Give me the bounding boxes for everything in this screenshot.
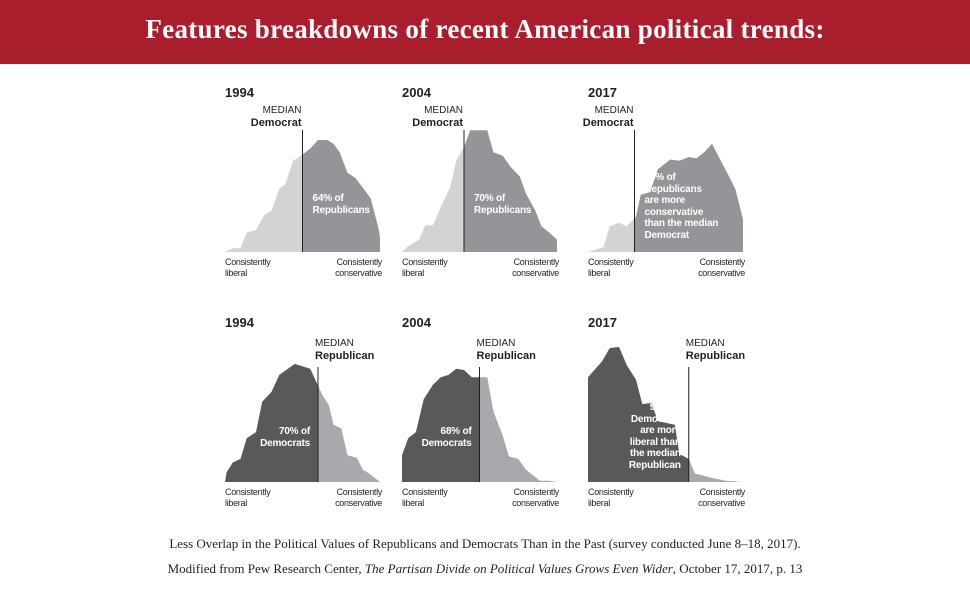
area-left-of-median [588,346,689,482]
axis-label-liberal: Consistently liberal [225,487,271,508]
median-party: Democrat [412,117,463,129]
area-right-of-median [479,377,557,482]
source-citation: Modified from Pew Research Center, The P… [0,561,970,577]
source-suffix: , October 17, 2017, p. 13 [672,561,803,576]
caption: Less Overlap in the Political Values of … [169,536,801,551]
area-right-of-median [302,140,380,252]
page-title: Features breakdowns of recent American p… [145,14,825,44]
area-left-of-median [402,368,480,482]
distribution-chart [225,130,380,252]
distribution-chart [588,346,743,482]
percentage-annotation: 70% of Democrats [260,426,310,449]
axis-label-conservative: Consistently conservative [335,487,382,508]
median-label-top: MEDIAN [476,338,516,349]
distribution-chart [588,130,743,252]
axis-label-liberal: Consistently liberal [588,487,634,508]
axis-label-liberal: Consistently liberal [402,257,448,278]
percentage-annotation: 68% of Democrats [421,426,472,449]
area-right-of-median [688,458,743,482]
median-label: MEDIAN Democrat [583,105,634,129]
chart-panel-republicans-2017: 2017 MEDIAN Democrat Consistently libera… [583,85,746,285]
area-left-of-median [588,218,635,252]
axis-label-conservative: Consistently conservative [335,257,382,278]
area-left-of-median [225,363,318,482]
source-title: The Partisan Divide on Political Values … [364,561,673,576]
chart-panel-republicans-2004: 2004 MEDIAN Democrat Consistently libera… [402,85,559,285]
axis-label-conservative: Consistently conservative [512,257,559,278]
year-label: 1994 [225,315,254,330]
chart-panel-democrats-1994: 1994 MEDIAN Republican Consistently libe… [225,315,382,515]
percentage-annotation: 97% of Democrats are more liberal than t… [628,402,681,471]
median-party: Republican [315,350,375,362]
axis-label-conservative: Consistently conservative [698,257,745,278]
median-label-top: MEDIAN [262,105,302,116]
axis-label-conservative: Consistently conservative [698,487,745,508]
median-label: MEDIAN Democrat [251,105,302,129]
year-label: 2004 [402,85,431,100]
source-prefix: Modified from Pew Research Center, [167,561,365,576]
axis-label-liberal: Consistently liberal [402,487,448,508]
median-label: MEDIAN Democrat [412,105,463,129]
median-label: MEDIAN Republican [686,338,745,362]
area-right-of-median [634,143,743,252]
percentage-annotation: 64% of Republicans [312,193,370,216]
area-right-of-median [318,385,380,482]
median-label-top: MEDIAN [424,105,463,116]
distribution-chart [225,363,380,482]
axis-label-liberal: Consistently liberal [588,257,634,278]
percentage-annotation: 70% of Republicans [474,193,532,216]
axis-label-conservative: Consistently conservative [512,487,559,508]
median-party: Republican [476,350,536,362]
chart-panel-democrats-2017: 2017 MEDIAN Republican Consistently libe… [588,315,745,515]
year-label: 2017 [588,315,617,330]
axis-label-liberal: Consistently liberal [225,257,271,278]
median-label-top: MEDIAN [594,105,634,116]
chart-panel-republicans-1994: 1994 MEDIAN Democrat Consistently libera… [225,85,382,285]
year-label: 2004 [402,315,431,330]
percentage-annotation: 95% of Republicans are more conservative… [644,172,719,241]
median-label: MEDIAN Republican [315,338,374,362]
median-party: Democrat [582,117,634,129]
header-banner: Features breakdowns of recent American p… [0,0,970,64]
area-left-of-median [225,154,303,252]
median-label-top: MEDIAN [685,338,725,349]
median-label-top: MEDIAN [315,338,354,349]
year-label: 1994 [225,85,254,100]
area-right-of-median [464,130,557,252]
median-party: Democrat [250,117,302,129]
year-label: 2017 [588,85,617,100]
median-party: Republican [685,350,746,362]
distribution-chart [402,130,557,252]
area-left-of-median [402,147,464,252]
distribution-chart [402,367,557,482]
chart-panel-democrats-2004: 2004 MEDIAN Republican Consistently libe… [402,315,559,515]
median-label: MEDIAN Republican [477,338,536,362]
